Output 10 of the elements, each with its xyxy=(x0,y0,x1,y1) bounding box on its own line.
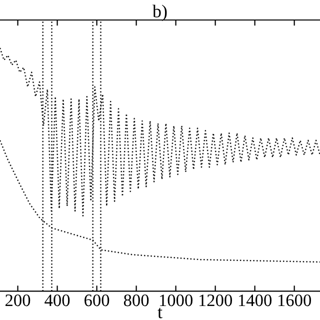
x-tick-label: 1000 xyxy=(160,294,192,306)
x-tick-label: 800 xyxy=(124,294,149,306)
x-tick-label: 1200 xyxy=(199,294,232,306)
chart-title: b) xyxy=(152,4,167,22)
x-tick-label: 400 xyxy=(44,294,70,306)
x-tick-label: 200 xyxy=(6,294,30,306)
x-tick-label: 1400 xyxy=(238,294,272,306)
x-tick-label: 600 xyxy=(84,294,110,306)
x-tick-label: 1600 xyxy=(278,294,312,306)
x-axis-title: t xyxy=(158,308,162,318)
